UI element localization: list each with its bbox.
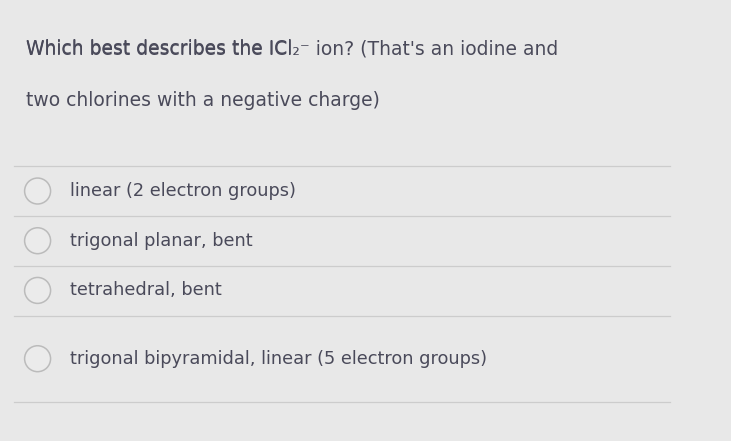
Text: trigonal bipyramidal, linear (5 electron groups): trigonal bipyramidal, linear (5 electron… [70,350,488,368]
Text: tetrahedral, bent: tetrahedral, bent [70,281,222,299]
Ellipse shape [25,178,50,204]
Text: linear (2 electron groups): linear (2 electron groups) [70,182,296,200]
Text: trigonal planar, bent: trigonal planar, bent [70,232,253,250]
Ellipse shape [25,346,50,372]
Ellipse shape [25,277,50,303]
Text: Which best describes the ICl: Which best describes the ICl [26,39,292,58]
Ellipse shape [25,228,50,254]
Text: Which best describes the ICl₂⁻ ion? (That's an iodine and: Which best describes the ICl₂⁻ ion? (Tha… [26,39,558,58]
Text: two chlorines with a negative charge): two chlorines with a negative charge) [26,91,380,110]
